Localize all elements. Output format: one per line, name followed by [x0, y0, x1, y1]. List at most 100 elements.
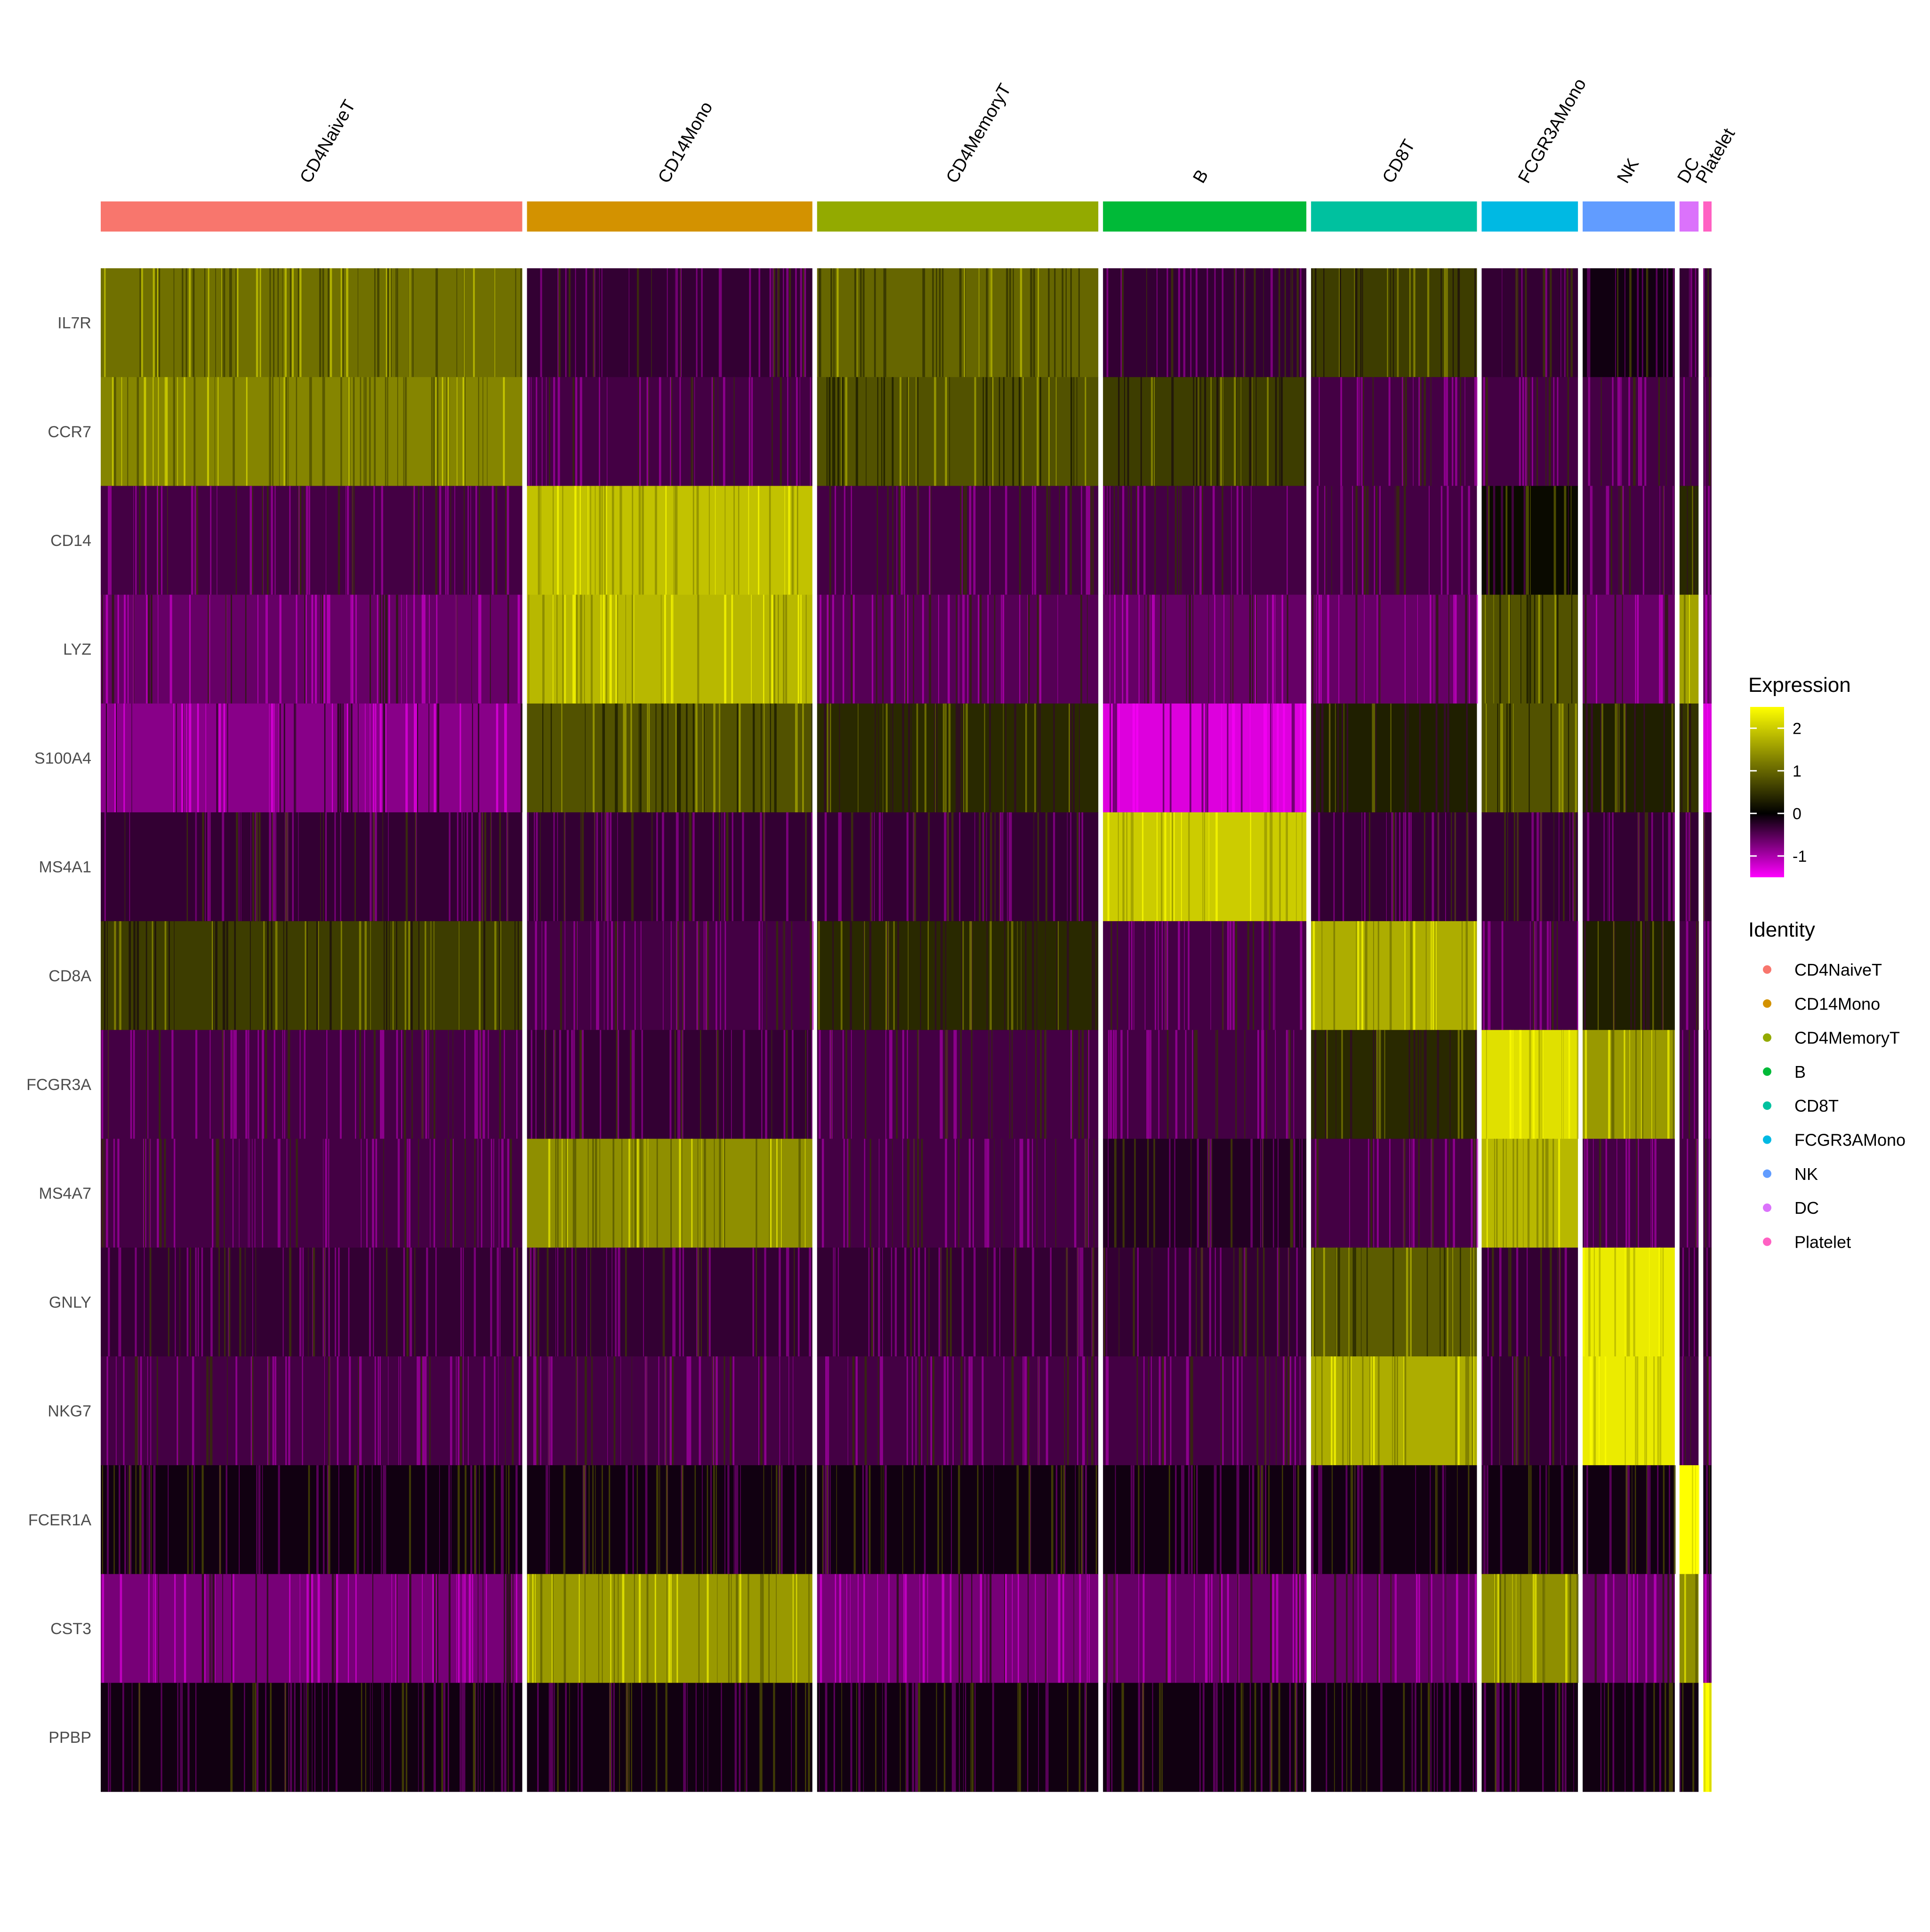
heatmap-cell-s100a4-cd14mono: [527, 703, 812, 813]
cell-stripes-high: [1707, 268, 1709, 377]
heatmap-cell-cd8a-dc: [1679, 921, 1699, 1030]
heatmap-cell-ms4a7-b: [1103, 1138, 1307, 1248]
heatmap-cell-cst3-platelet: [1703, 1574, 1712, 1683]
heatmap-cell-cd8a-cd4memoryt: [817, 921, 1099, 1030]
heatmap-cell-ccr7-cd8t: [1311, 377, 1477, 486]
cell-stripes-high: [1610, 486, 1664, 595]
cell-stripes-high: [1110, 703, 1295, 812]
heatmap-cell-ppbp-cd14mono: [527, 1683, 812, 1792]
identity-legend-dot-nk: [1763, 1169, 1771, 1178]
identity-legend-label-fcgr3amono: FCGR3AMono: [1794, 1130, 1906, 1150]
cell-stripes-low: [1593, 1356, 1662, 1466]
gene-label-ms4a7: MS4A7: [39, 1185, 92, 1202]
heatmap-cell-fcgr3a-cd8t: [1311, 1030, 1477, 1139]
cell-stripes-high: [1494, 1574, 1568, 1683]
heatmap-cell-cd8a-nk: [1583, 921, 1675, 1030]
cell-stripes-high: [1682, 1683, 1695, 1792]
gene-label-cd14: CD14: [50, 532, 91, 550]
cell-stripes-high: [1103, 1247, 1290, 1356]
heatmap-cell-cd8a-b: [1103, 921, 1307, 1030]
heatmap-cell-ppbp-cd8t: [1311, 1683, 1477, 1792]
heatmap-cell-gnly-cd4memoryt: [817, 1247, 1099, 1357]
heatmap-cell-gnly-fcgr3amono: [1481, 1247, 1578, 1357]
cell-stripes-low: [1494, 1574, 1579, 1683]
cell-stripes-high: [1684, 1574, 1686, 1683]
gene-label-ms4a1: MS4A1: [39, 858, 92, 876]
identity-legend-label-platelet: Platelet: [1794, 1232, 1851, 1251]
cell-stripes-low: [824, 703, 1080, 812]
cell-stripes-low: [1681, 703, 1691, 812]
cell-stripes-low: [819, 1030, 1089, 1139]
heatmap-cell-ppbp-cd4memoryt: [817, 1683, 1099, 1792]
heatmap-cell-cd8a-fcgr3amono: [1481, 921, 1578, 1030]
heatmap-cell-nkg7-fcgr3amono: [1481, 1356, 1578, 1466]
cell-stripes-high: [1601, 703, 1673, 812]
cell-stripes-low: [1482, 1356, 1567, 1466]
cell-stripes-low: [1484, 1683, 1574, 1792]
cell-stripes-low: [1705, 1574, 1707, 1683]
cluster-label-cd4memoryt: CD4MemoryT: [942, 80, 1015, 187]
cell-stripes-high: [1690, 377, 1691, 486]
cell-stripes-low: [1687, 486, 1695, 595]
cell-stripes-low: [1685, 812, 1690, 922]
cell-stripes-low: [1695, 1574, 1698, 1683]
cell-stripes-low: [1704, 1683, 1712, 1792]
cluster-label-cd8t: CD8T: [1379, 136, 1419, 187]
cell-stripes-high: [105, 703, 523, 812]
cell-stripes-low: [1118, 703, 1306, 812]
identity-legend-dot-cd14mono: [1763, 999, 1771, 1008]
heatmap-cell-cd14-b: [1103, 486, 1307, 595]
heatmap-cell-cd14-cd8t: [1311, 486, 1477, 595]
cluster-labels: CD4NaiveT CD14Mono CD4MemoryT B CD8T FCGR3AMo…: [296, 75, 1739, 187]
gene-label-gnly: GNLY: [49, 1293, 91, 1311]
cell-stripes-high: [1687, 703, 1689, 812]
heatmap-cell-lyz-cd8t: [1311, 594, 1477, 704]
gene-label-ccr7: CCR7: [48, 423, 91, 441]
expression-tick-label: -1: [1793, 848, 1807, 866]
cell-stripes-low: [108, 1683, 515, 1792]
heatmap-cell-ms4a1-cd4naivet: [101, 812, 523, 922]
heatmap-cell-fcgr3a-cd4naivet: [101, 1030, 523, 1139]
cell-stripes-low: [1689, 268, 1697, 377]
heatmap-cell-fcgr3a-cd4memoryt: [817, 1030, 1099, 1139]
cell-stripes-low: [1584, 1138, 1657, 1248]
cell-stripes-high: [1705, 1138, 1706, 1248]
cluster-label-cd14mono: CD14Mono: [654, 98, 716, 186]
gene-label-lyz: LYZ: [63, 641, 91, 658]
cell-stripes-high: [1698, 1465, 1700, 1574]
cell-stripes-low: [1118, 812, 1303, 922]
cell-stripes-high: [557, 486, 797, 595]
heatmap-cell-ppbp-cd4naivet: [101, 1683, 523, 1792]
heatmap-cell-ms4a1-platelet: [1703, 812, 1712, 922]
cell-stripes-low: [819, 1683, 1087, 1792]
cell-stripes-low: [1587, 812, 1675, 922]
identity-legend-dot-cd4naivet: [1763, 965, 1771, 974]
cell-stripes-high: [104, 268, 495, 377]
cell-stripes-low: [1706, 1465, 1708, 1574]
heatmap-cell-cd8a-cd4naivet: [101, 921, 523, 1030]
heatmap-cell-fcer1a-fcgr3amono: [1481, 1465, 1578, 1574]
identity-legend-dot-platelet: [1763, 1237, 1771, 1246]
cell-stripes-low: [1687, 1138, 1698, 1248]
cell-stripes-high: [1144, 594, 1288, 704]
heatmap-cell-cst3-cd8t: [1311, 1574, 1477, 1683]
cell-stripes-low: [1584, 921, 1664, 1030]
cell-stripes-high: [818, 921, 1059, 1030]
heatmap-cell-ccr7-fcgr3amono: [1481, 377, 1578, 486]
heatmap-cell-ccr7-dc: [1679, 377, 1699, 486]
cell-stripes-low: [1704, 486, 1710, 595]
heatmap-cell-fcgr3a-b: [1103, 1030, 1307, 1139]
cell-stripes-low: [821, 1138, 1089, 1248]
identity-segment-cd14mono: [527, 201, 812, 232]
cluster-label-cd4naivet: CD4NaiveT: [296, 96, 360, 186]
cell-stripes-low: [1605, 1574, 1657, 1683]
cell-stripes-high: [1488, 486, 1572, 595]
cell-stripes-low: [1590, 486, 1674, 595]
cell-stripes-high: [158, 1574, 514, 1683]
expression-tick-label: 1: [1793, 762, 1801, 780]
cell-stripes-low: [1110, 594, 1283, 704]
heatmap-cell-cst3-cd4memoryt: [817, 1574, 1099, 1683]
cell-stripes-low: [1315, 1356, 1474, 1466]
heatmap-cell-il7r-cd14mono: [527, 268, 812, 377]
cell-stripes-low: [1108, 1030, 1295, 1139]
